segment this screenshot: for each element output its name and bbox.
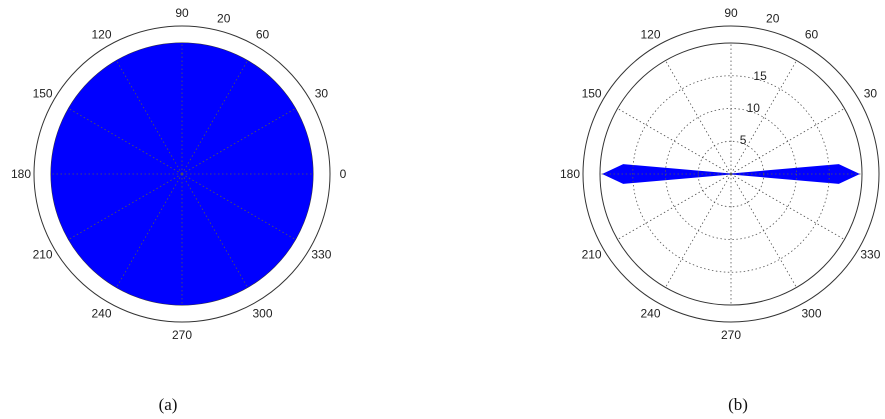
angle-tick-label: 60	[805, 28, 819, 42]
data-lobe-left	[602, 164, 732, 184]
angle-tick-label: 300	[801, 306, 821, 320]
r-tick-label: 10	[747, 101, 761, 115]
polar-grid-spoke	[116, 60, 183, 175]
polar-grid-ring	[665, 108, 797, 240]
angle-tick-label: 330	[860, 248, 880, 262]
angle-tick-label: 240	[91, 306, 111, 320]
polar-grid-spoke	[730, 60, 797, 175]
angle-tick-label: 150	[33, 87, 53, 101]
angle-tick-label: 60	[256, 28, 270, 42]
panel-label-a: (a)	[159, 395, 178, 414]
angle-tick-label: 90	[175, 6, 189, 20]
polar-grid-spoke	[665, 60, 732, 175]
polar-grid-spoke	[730, 173, 845, 240]
polar-grid-spoke	[617, 108, 732, 175]
polar-grid-spoke	[181, 108, 296, 175]
angle-tick-label: 30	[315, 87, 329, 101]
polar-chart-a: 0 30 60 90 120 150 180 210 240 270 300 330 20	[11, 6, 347, 342]
r-tick-label: 5	[740, 133, 747, 147]
angle-tick-label: 270	[721, 328, 741, 342]
angle-tick-label: 270	[172, 328, 192, 342]
polar-grid-ring	[632, 75, 830, 273]
angle-tick-label: 210	[33, 248, 53, 262]
polar-grid-spoke	[68, 108, 183, 175]
r-max-label: 20	[766, 12, 780, 26]
angle-tick-label: 300	[252, 306, 272, 320]
angle-tick-label: 330	[311, 248, 331, 262]
data-lobe-right	[730, 164, 860, 184]
r-max-label: 20	[217, 12, 231, 26]
polar-grid-spoke	[617, 173, 732, 240]
polar-grid-spoke	[116, 173, 183, 288]
angle-tick-label: 210	[582, 248, 602, 262]
angle-tick-label: 0	[340, 167, 347, 181]
angle-tick-label: 120	[640, 28, 660, 42]
polar-frame-ring	[33, 25, 331, 323]
r-tick-label: 15	[753, 69, 767, 83]
angle-tick-label: 180	[560, 167, 580, 181]
polar-grid-spoke	[181, 173, 296, 240]
angle-tick-label: 90	[724, 6, 738, 20]
polar-grid-spoke	[181, 173, 248, 288]
angle-tick-label: 240	[640, 306, 660, 320]
polar-grid-spoke	[68, 173, 183, 240]
angle-tick-label: 150	[582, 87, 602, 101]
angle-tick-label: 30	[864, 87, 878, 101]
polar-grid-ring	[697, 140, 765, 208]
angle-tick-label: 120	[91, 28, 111, 42]
angle-tick-label: 180	[11, 167, 31, 181]
polar-grid-spoke	[181, 60, 248, 175]
panel-label-b: (b)	[728, 395, 748, 414]
polar-frame-ring	[582, 25, 880, 323]
polar-chart-b: 51015030609012015018021024027030033020	[560, 6, 881, 342]
